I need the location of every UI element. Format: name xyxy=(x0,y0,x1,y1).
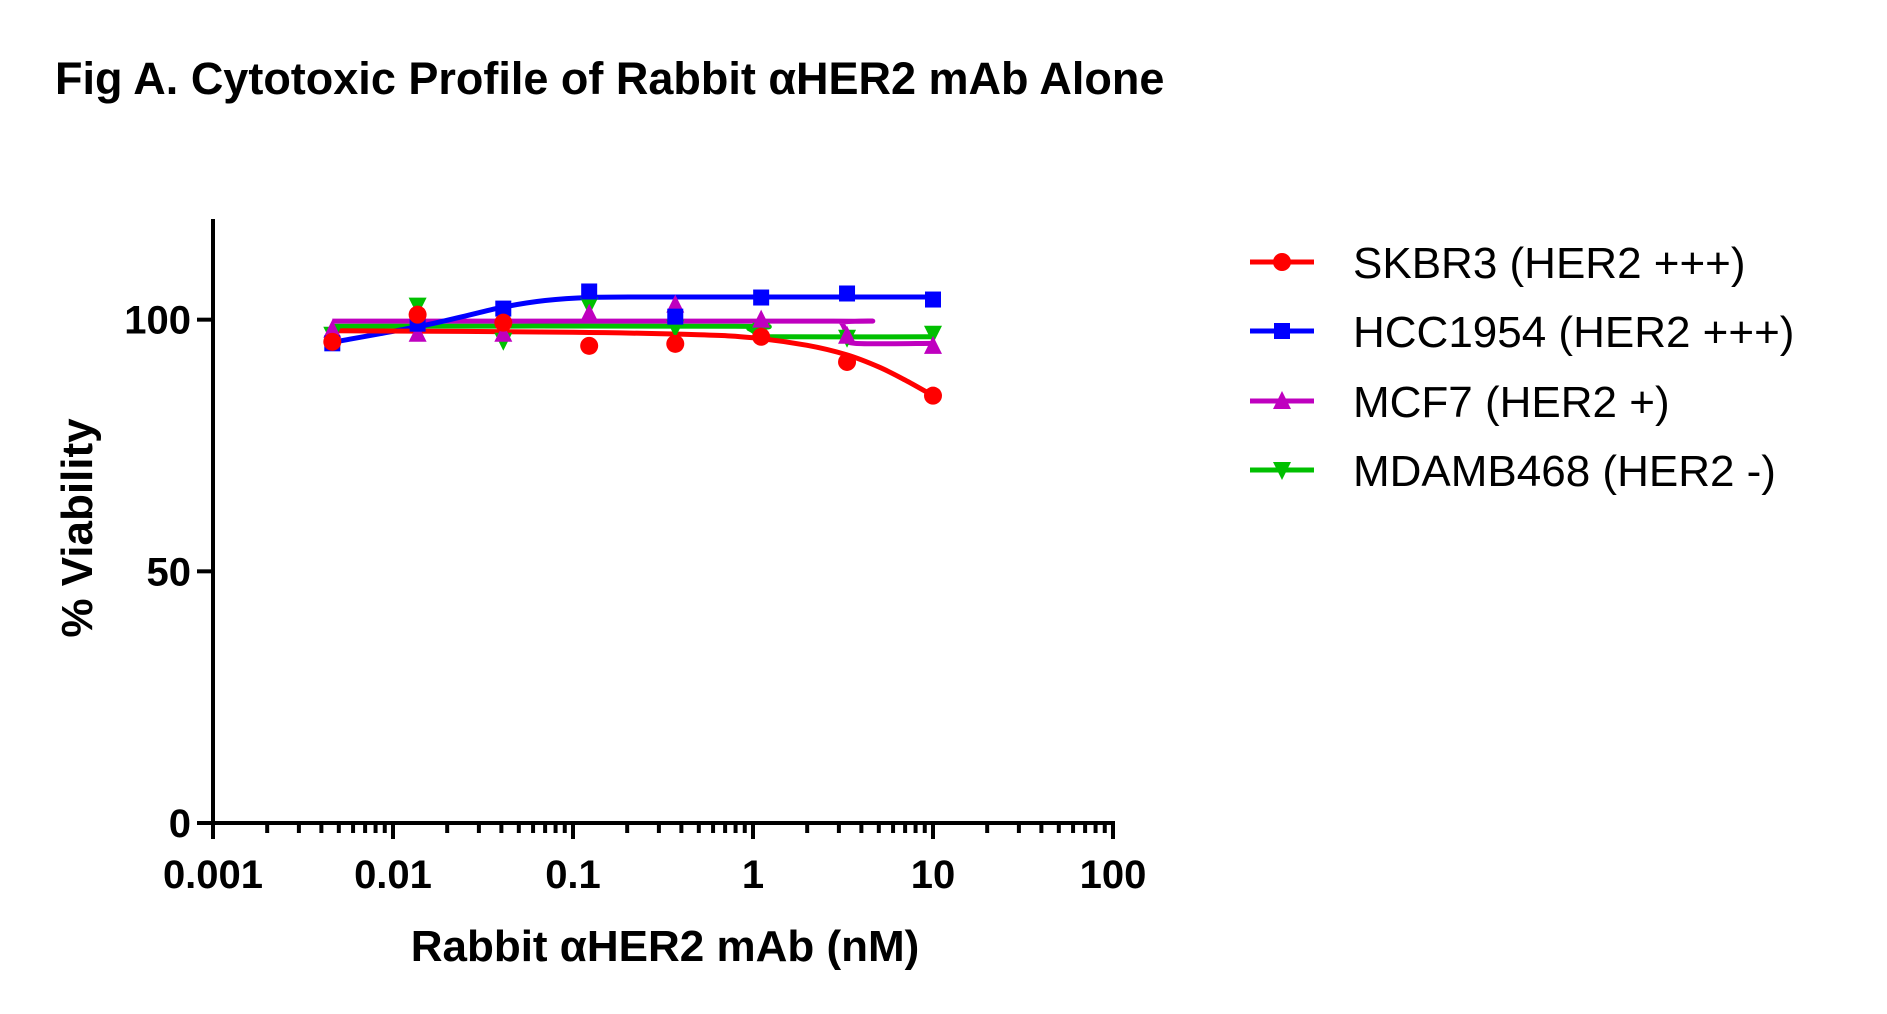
data-point xyxy=(924,386,942,405)
data-point xyxy=(580,336,599,355)
x-tick-label: 0.1 xyxy=(545,853,601,897)
fit-curve-skbr3 xyxy=(332,328,935,398)
legend-item: HCC1954 (HER2 +++) xyxy=(1250,308,1794,357)
data-point xyxy=(581,283,598,300)
legend-marker xyxy=(1273,462,1291,480)
legend-item: MDAMB468 (HER2 -) xyxy=(1250,447,1776,496)
data-point xyxy=(752,327,771,346)
y-tick-label: 50 xyxy=(147,550,192,594)
chart-title: Fig A. Cytotoxic Profile of Rabbit αHER2… xyxy=(55,53,1164,104)
x-tick-label: 0.01 xyxy=(354,853,432,897)
legend-label: MCF7 (HER2 +) xyxy=(1353,378,1670,427)
y-axis-title: % Viability xyxy=(53,418,102,638)
y-tick-label: 100 xyxy=(124,299,191,343)
data-point xyxy=(838,325,857,344)
x-tick-label: 0.001 xyxy=(163,853,263,897)
legend-marker xyxy=(1273,391,1291,409)
x-tick-label: 1 xyxy=(742,853,764,897)
plot-area xyxy=(323,283,942,405)
data-point xyxy=(753,289,770,306)
legend-marker xyxy=(1273,253,1291,271)
data-point xyxy=(494,323,513,342)
legend-label: MDAMB468 (HER2 -) xyxy=(1353,447,1776,496)
x-tick-label: 10 xyxy=(911,853,956,897)
data-point xyxy=(667,308,684,325)
legend-label: SKBR3 (HER2 +++) xyxy=(1353,239,1746,288)
data-point xyxy=(925,291,941,308)
legend-marker xyxy=(1274,323,1290,339)
data-point xyxy=(408,323,427,342)
axes: 0 50 100 0.001 0.01 0.1 1 10 100 xyxy=(124,219,1146,897)
data-point xyxy=(839,285,856,302)
series-mcf7 xyxy=(323,294,942,354)
data-point xyxy=(924,325,942,344)
data-point xyxy=(495,300,512,317)
data-point xyxy=(752,309,771,328)
x-axis-title: Rabbit αHER2 mAb (nM) xyxy=(411,922,920,971)
data-point xyxy=(666,334,685,353)
legend-label: HCC1954 (HER2 +++) xyxy=(1353,308,1794,357)
data-point xyxy=(323,332,342,351)
legend: SKBR3 (HER2 +++) HCC1954 (HER2 +++) MCF7 (… xyxy=(1250,239,1794,496)
data-point xyxy=(838,352,857,371)
legend-item: MCF7 (HER2 +) xyxy=(1250,378,1670,427)
data-point xyxy=(924,335,942,354)
legend-item: SKBR3 (HER2 +++) xyxy=(1250,239,1746,288)
x-tick-label: 100 xyxy=(1080,853,1147,897)
data-point xyxy=(323,319,342,338)
fit-curve-mdamb468 xyxy=(332,323,934,340)
series-skbr3 xyxy=(323,305,942,405)
data-point xyxy=(494,313,513,332)
y-tick-label: 0 xyxy=(169,802,191,846)
data-point xyxy=(666,294,685,313)
data-point xyxy=(408,305,427,324)
data-point xyxy=(580,303,599,322)
